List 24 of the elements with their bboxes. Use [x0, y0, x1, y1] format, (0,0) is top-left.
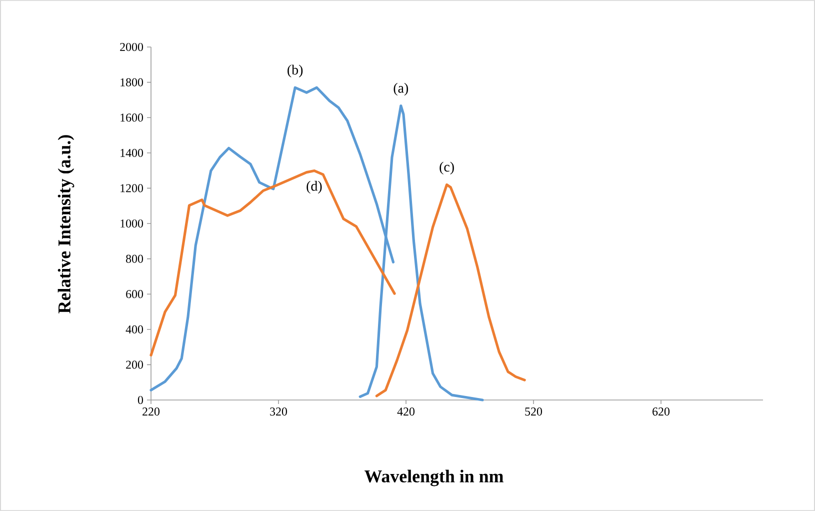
y-tick-label: 600: [126, 290, 144, 298]
line-series: [150, 169, 396, 356]
y-tick-label: 2000: [120, 42, 144, 52]
y-tick-label: 0: [138, 396, 144, 404]
y-tick-label: 1000: [120, 219, 144, 228]
y-tick-label: 1400: [120, 148, 144, 157]
series-label: (d): [306, 180, 322, 194]
series-label: (b): [288, 64, 303, 78]
x-axis-title: Wavelength in nm: [364, 470, 504, 486]
series-label: (c): [440, 162, 454, 174]
series-label: (a): [394, 82, 408, 96]
y-tick-label: 1800: [120, 78, 144, 86]
y-tick-label: 1200: [120, 184, 144, 192]
line-series: [375, 183, 526, 398]
x-tick-label: 420: [397, 408, 415, 416]
x-tick-label: 620: [652, 408, 670, 416]
y-tick-label: 200: [126, 360, 144, 369]
y-tick-label: 1600: [120, 114, 144, 122]
x-tick-label: 220: [142, 408, 160, 416]
x-tick-label: 320: [270, 408, 288, 416]
x-tick-label: 520: [525, 408, 542, 416]
y-tick-label: 400: [126, 325, 144, 334]
y-axis-title: Relative Intensity (a.u.): [58, 135, 74, 314]
y-tick-label: 800: [126, 254, 144, 263]
